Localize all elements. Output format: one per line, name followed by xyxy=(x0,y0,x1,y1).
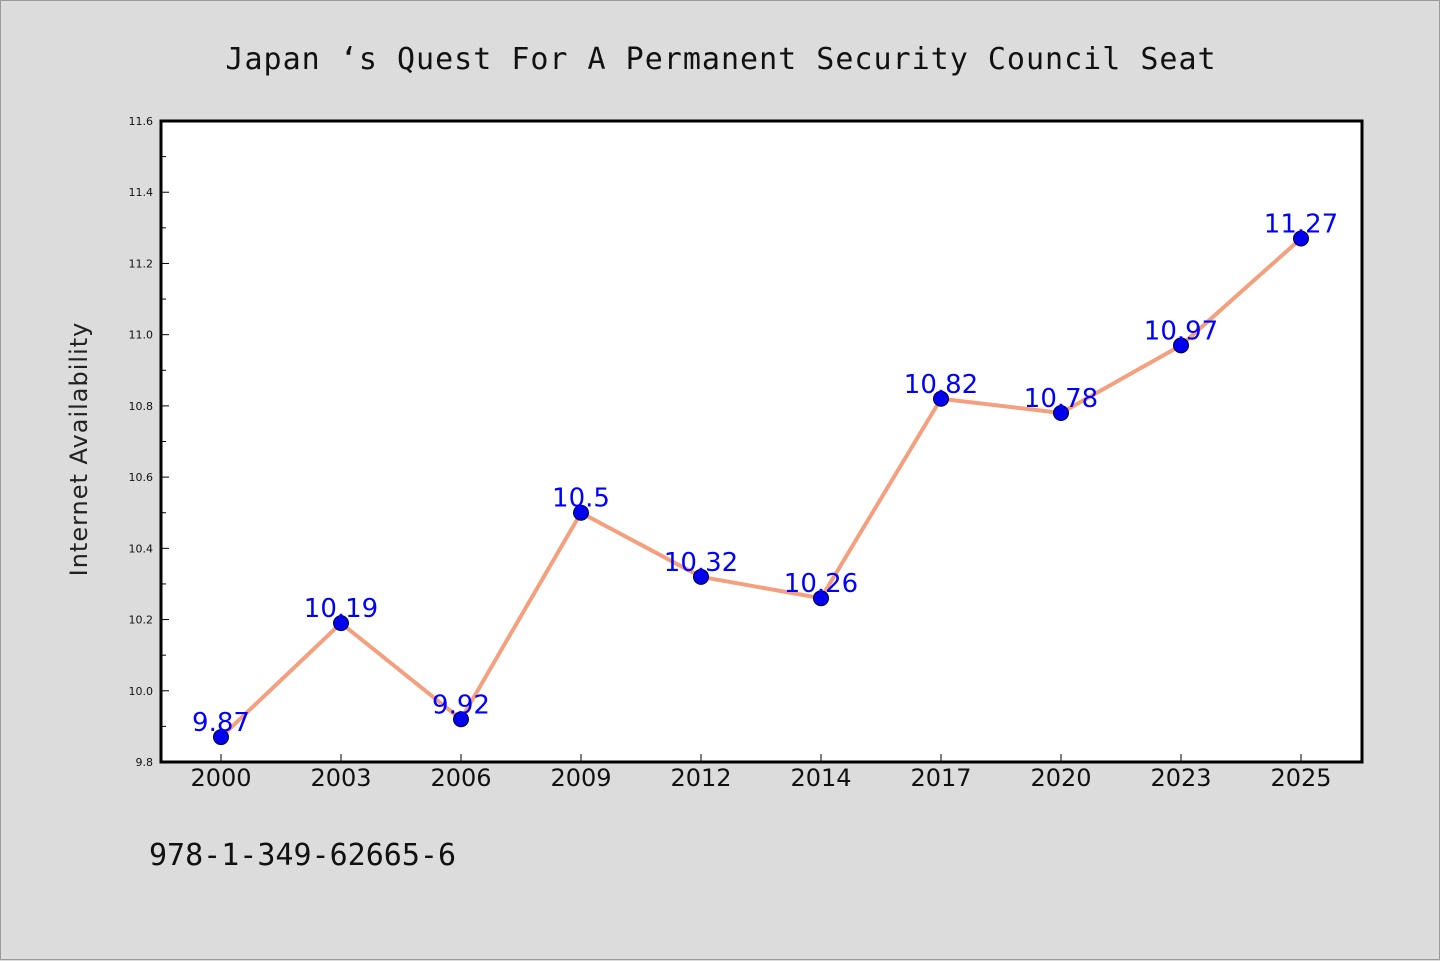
y-tick-label: 10.2 xyxy=(129,614,154,627)
data-point xyxy=(333,615,349,632)
data-point xyxy=(933,390,949,407)
y-tick-label: 9.8 xyxy=(136,756,154,769)
x-tick-label: 2014 xyxy=(790,764,851,792)
data-label: 9.87 xyxy=(192,708,250,738)
x-tick-label: 2009 xyxy=(550,764,611,792)
data-label: 10.19 xyxy=(304,594,378,624)
y-tick-label: 11.2 xyxy=(129,257,154,270)
x-tick-label: 2000 xyxy=(190,764,251,792)
y-axis-label: Internet Availability xyxy=(65,322,93,577)
isbn-footer-text: 978-1-349-62665-6 xyxy=(149,838,456,873)
data-markers xyxy=(213,230,1309,746)
x-tick-label: 2003 xyxy=(310,764,371,792)
data-label: 11.27 xyxy=(1264,210,1338,240)
x-tick-label: 2006 xyxy=(430,764,491,792)
data-point xyxy=(213,729,229,746)
series-line-group xyxy=(219,236,1303,740)
x-tick-label: 2025 xyxy=(1270,764,1331,792)
data-point xyxy=(453,711,469,728)
y-tick-label: 11.0 xyxy=(129,329,154,342)
data-point xyxy=(813,590,829,607)
data-label: 10.5 xyxy=(552,484,610,514)
data-label: 10.78 xyxy=(1024,384,1098,414)
y-tick-label: 10.0 xyxy=(129,685,154,698)
data-point xyxy=(1173,337,1189,354)
plot-area xyxy=(159,119,1364,764)
data-point xyxy=(1053,405,1069,422)
y-tick-label: 11.4 xyxy=(129,186,154,199)
y-tick-label: 10.8 xyxy=(129,400,154,413)
data-label: 10.26 xyxy=(784,569,858,599)
x-tick-label: 2012 xyxy=(670,764,731,792)
x-tick-label: 2023 xyxy=(1150,764,1211,792)
data-labels: 9.87 10.19 9.92 10.5 10.32 10.26 10.82 10.78 10.… xyxy=(192,210,1338,739)
data-label: 9.92 xyxy=(432,690,490,720)
series-line xyxy=(219,236,1303,740)
y-tick-label: 10.4 xyxy=(129,542,154,555)
x-tick-label: 2017 xyxy=(910,764,971,792)
data-point xyxy=(573,504,589,521)
data-label: 10.32 xyxy=(664,548,738,578)
data-point xyxy=(693,568,709,585)
data-point xyxy=(1293,230,1309,247)
y-axis: 9.8 10.0 10.2 10.4 10.6 10.8 11.0 11.2 11.4 11.6 xyxy=(129,115,169,769)
x-tick-label: 2020 xyxy=(1030,764,1091,792)
data-label: 10.97 xyxy=(1144,316,1218,346)
y-tick-label: 11.6 xyxy=(129,115,154,128)
chart-title: Japan ‘s Quest For A Permanent Security … xyxy=(225,42,1216,77)
y-tick-label: 10.6 xyxy=(129,471,154,484)
data-label: 10.82 xyxy=(904,370,978,400)
x-axis: 2000 2003 2006 2009 2012 2014 2017 2020 2023 2025 xyxy=(190,754,1332,792)
